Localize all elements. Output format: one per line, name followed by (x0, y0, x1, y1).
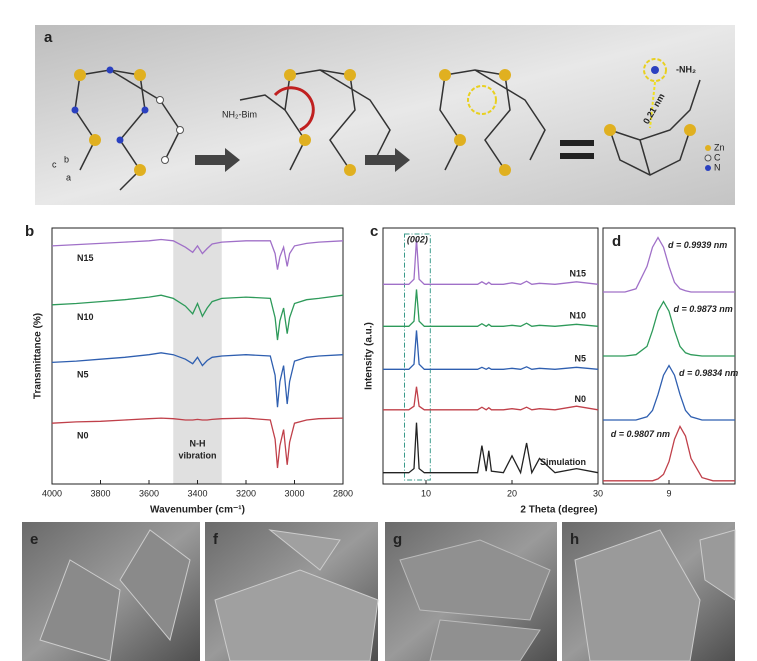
series-label: N10 (569, 311, 586, 321)
atom (284, 69, 296, 81)
x-axis-label: 2 Theta (degree) (520, 505, 597, 516)
panel-label: h (570, 531, 579, 548)
y-axis-label: Transmittance (%) (33, 313, 44, 399)
x-axis-label: Wavenumber (cm⁻¹) (150, 505, 245, 516)
panel-label: g (393, 531, 402, 548)
series-label: Simulation (540, 457, 586, 467)
atom (344, 69, 356, 81)
series-line (383, 289, 598, 326)
panel-label: d (612, 233, 621, 250)
sem-panels (22, 522, 735, 661)
series-label: N15 (569, 269, 586, 279)
axis-letter: c (52, 159, 57, 169)
legend-label: C (714, 152, 721, 162)
series-line (383, 387, 598, 410)
page: {"panel_a": {"label": "a", "reagent": "N… (0, 0, 757, 661)
y-axis-label: Intensity (a.u.) (364, 322, 375, 390)
equals-bar (560, 140, 594, 146)
atom (499, 69, 511, 81)
series-label: N5 (77, 369, 89, 379)
panel-label: b (25, 223, 34, 240)
annotation: N-H (190, 438, 206, 448)
atom (439, 69, 451, 81)
atom (344, 164, 356, 176)
atom (604, 124, 616, 136)
series-line (383, 239, 598, 284)
atom (499, 164, 511, 176)
atom (454, 134, 466, 146)
x-tick-label: 20 (507, 488, 517, 498)
panel-label: c (370, 223, 378, 240)
axis-letter: b (64, 154, 69, 164)
panel-label: e (30, 531, 38, 548)
series-label: d = 0.9939 nm (668, 240, 727, 250)
series-label: N10 (77, 312, 94, 322)
atom (299, 134, 311, 146)
legend-swatch (705, 155, 711, 161)
series-label: d = 0.9834 nm (679, 368, 738, 378)
x-tick-label: 10 (421, 488, 431, 498)
series-label: d = 0.9807 nm (611, 429, 670, 439)
atom (651, 66, 659, 74)
x-tick-label: 4000 (42, 488, 62, 498)
equals-bar (560, 153, 594, 159)
x-tick-label: 3200 (236, 488, 256, 498)
annotation: (002) (407, 234, 428, 244)
series-label: N0 (77, 430, 89, 440)
x-tick-label: 3800 (90, 488, 110, 498)
legend-swatch (705, 165, 711, 171)
x-tick-label: 2800 (333, 488, 353, 498)
group-label: -NH₂ (676, 64, 696, 74)
figure: a c b a NH₂-Bim (0, 0, 757, 661)
legend-swatch (705, 145, 711, 151)
x-tick-label: 3000 (284, 488, 304, 498)
reagent-label: NH₂-Bim (222, 109, 257, 119)
panel-label: a (44, 29, 53, 46)
atom (684, 124, 696, 136)
axis-letter: a (66, 172, 71, 182)
series-label: N0 (574, 394, 586, 404)
series-label: N15 (77, 253, 94, 263)
x-tick-label: 3600 (139, 488, 159, 498)
x-tick-label: 9 (666, 488, 671, 498)
x-tick-label: 3400 (187, 488, 207, 498)
annotation: vibration (178, 450, 216, 460)
series-label: d = 0.9873 nm (674, 304, 733, 314)
panel-a: a c b a NH₂-Bim (35, 25, 735, 205)
series-label: N5 (574, 354, 586, 364)
series-line (383, 330, 598, 369)
x-tick-label: 30 (593, 488, 603, 498)
legend-label: Zn (714, 142, 725, 152)
legend-label: N (714, 162, 721, 172)
